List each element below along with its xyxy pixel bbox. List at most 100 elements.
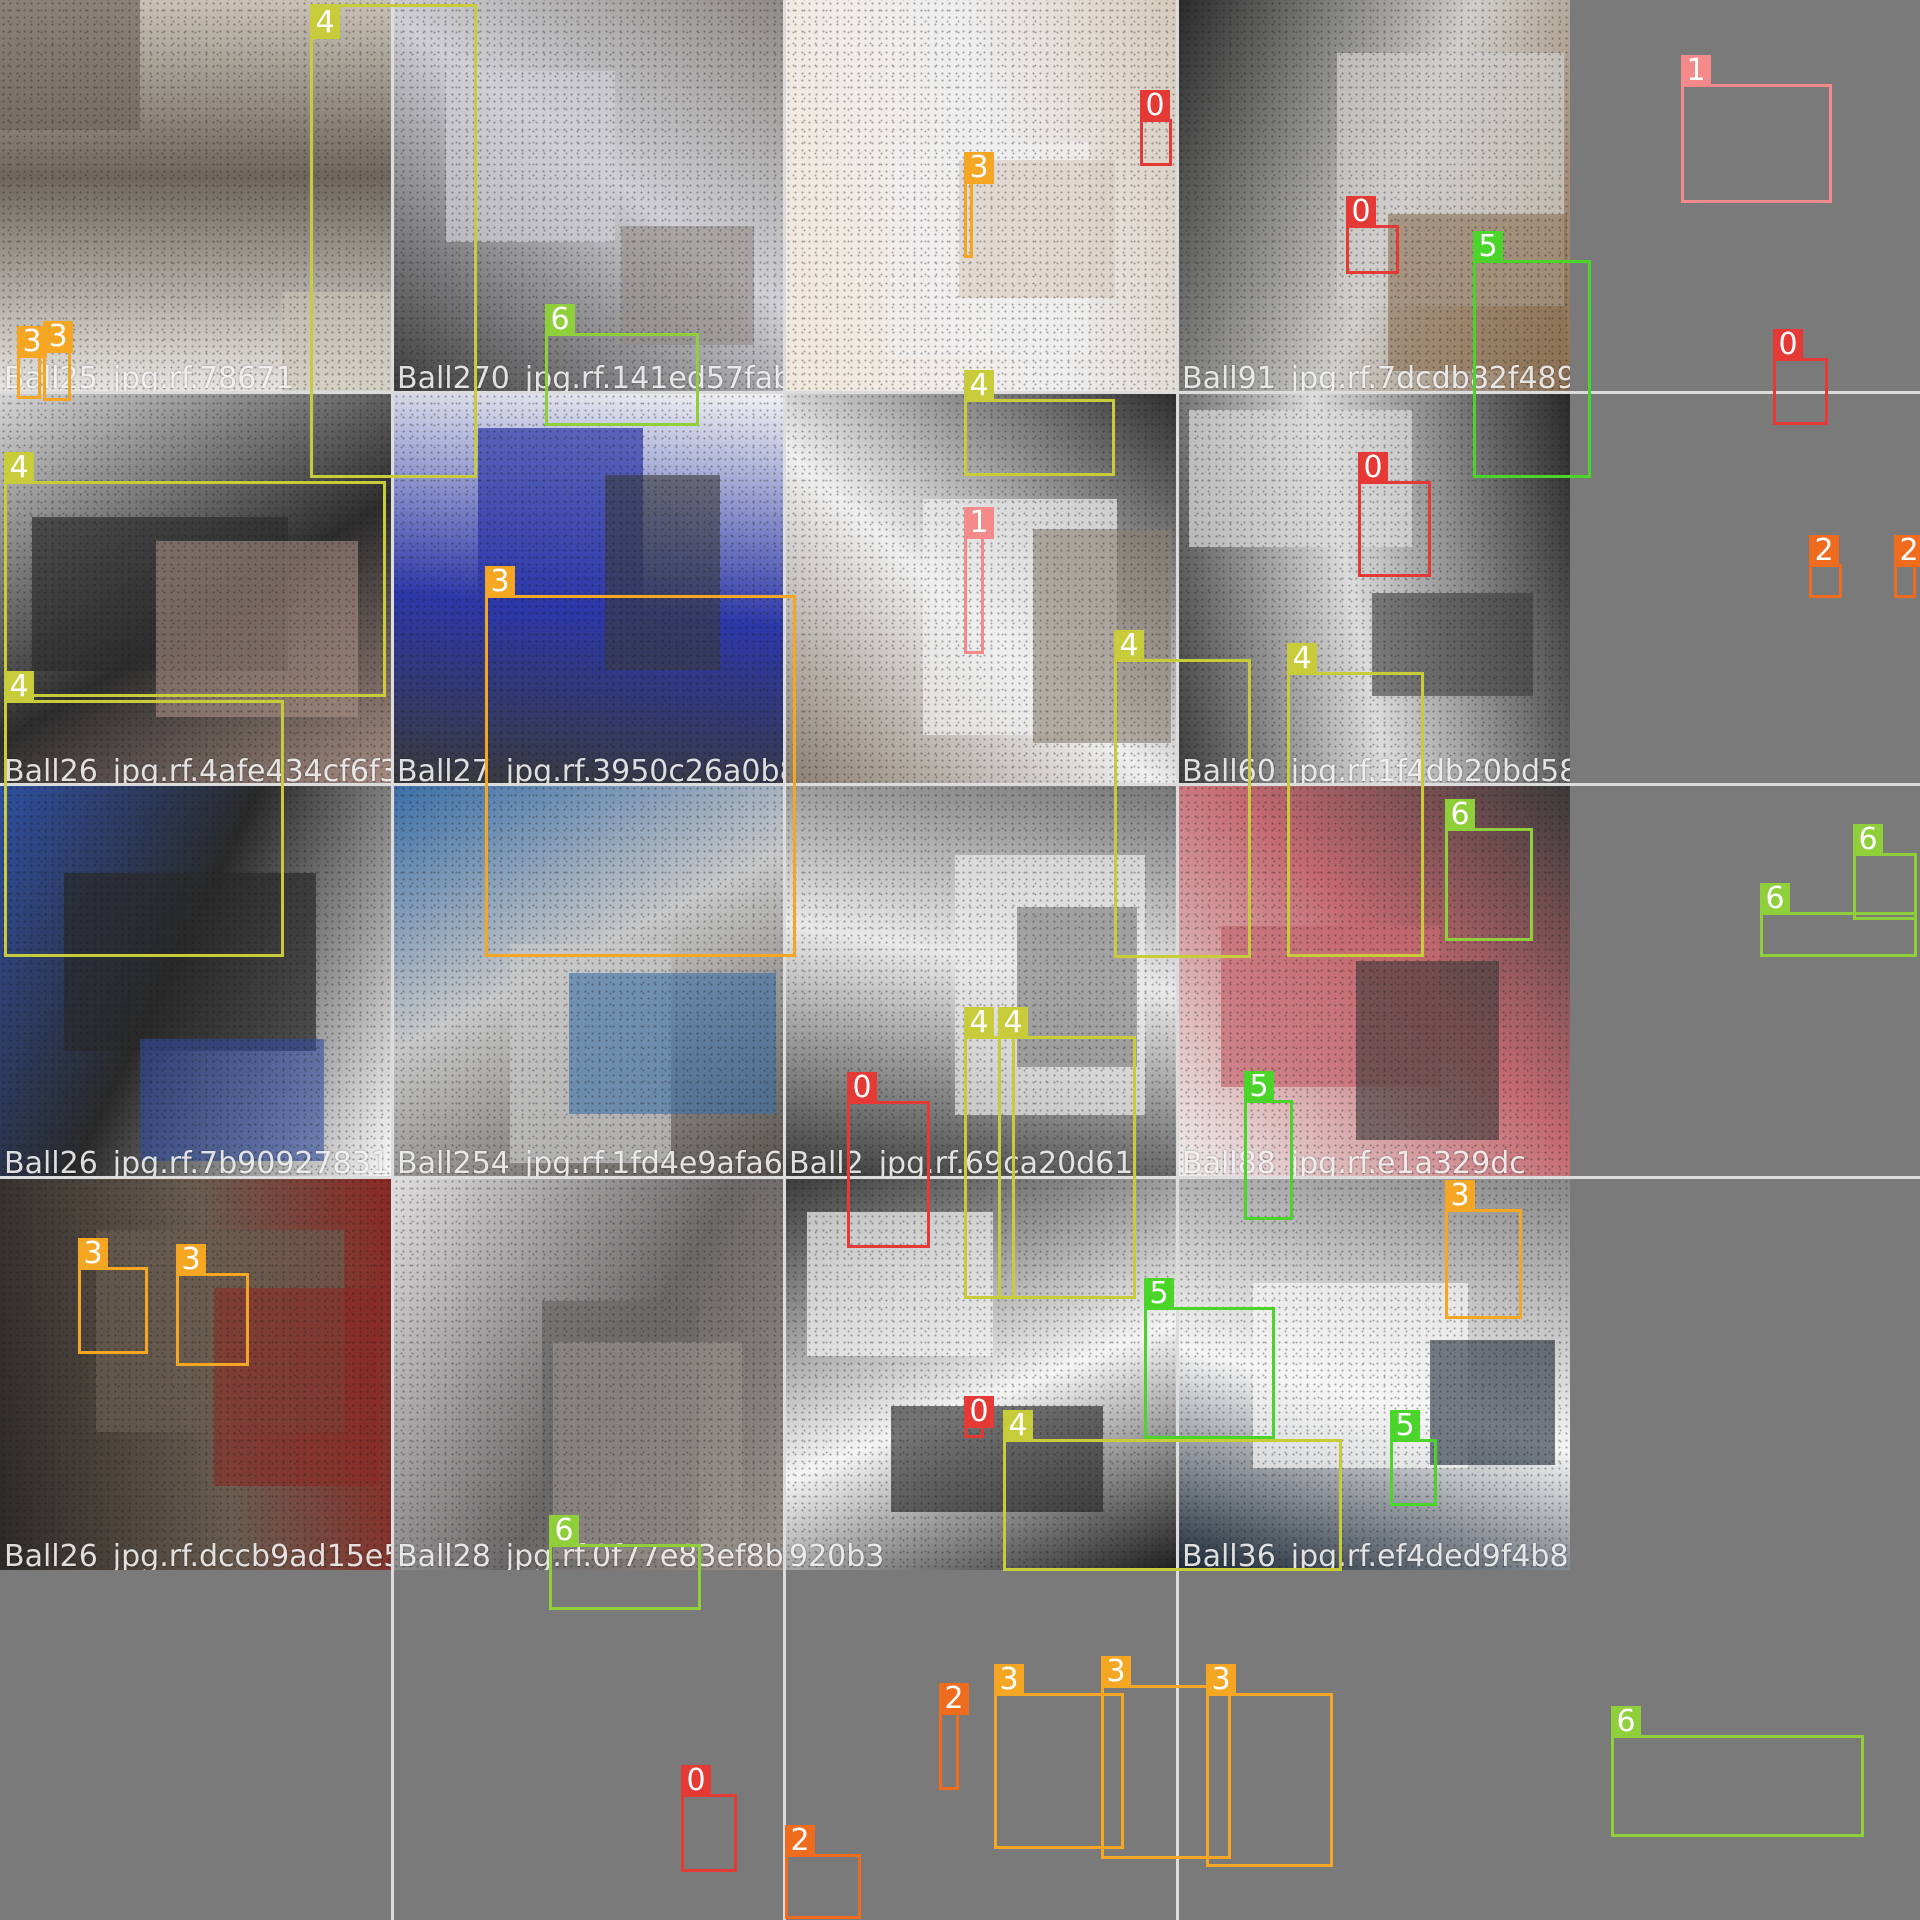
bounding-box-class-6: 6 <box>1445 799 1533 941</box>
class-id-label: 0 <box>1346 196 1376 228</box>
bounding-box-class-6: 6 <box>545 304 699 426</box>
sub-image-panel <box>891 1406 1103 1512</box>
bounding-box-class-1: 1 <box>964 507 994 654</box>
class-id-label: 6 <box>545 304 575 336</box>
class-id-label: 4 <box>4 452 34 484</box>
class-id-label: 3 <box>1445 1180 1475 1212</box>
bounding-box-class-3: 3 <box>1101 1656 1231 1859</box>
mosaic-tile: Ball2_jpg.rf.69ca20d61 <box>785 785 1177 1177</box>
noise-overlay <box>393 393 785 785</box>
class-id-label: 3 <box>176 1244 206 1276</box>
class-id-label: 0 <box>1773 329 1803 361</box>
noise-overlay <box>0 785 392 1177</box>
bounding-box-class-0: 0 <box>1358 452 1431 577</box>
bounding-box-class-4: 4 <box>964 1007 1015 1299</box>
sub-image-panel <box>282 292 392 392</box>
bounding-box-class-6: 6 <box>1611 1706 1864 1837</box>
bounding-box-class-3: 3 <box>1445 1180 1522 1319</box>
class-id-label: 0 <box>1140 90 1170 122</box>
sub-image-panel <box>156 541 358 717</box>
class-id-label: 6 <box>1611 1706 1641 1738</box>
class-id-label: 3 <box>1101 1656 1131 1688</box>
bounding-box-class-3: 3 <box>43 321 73 401</box>
sub-image-panel <box>0 0 140 130</box>
sub-image-panel <box>553 1342 742 1559</box>
sub-image-panel <box>569 973 776 1114</box>
class-id-label: 6 <box>1760 883 1790 915</box>
grid-separator <box>0 391 1920 394</box>
mosaic-tile: Ball27_jpg.rf.3950c26a0b872 <box>393 393 785 785</box>
bounding-box-class-2: 2 <box>1809 535 1842 598</box>
bounding-box-class-4: 4 <box>310 4 477 478</box>
class-id-label: 3 <box>1206 1664 1236 1696</box>
class-id-label: 4 <box>4 671 34 703</box>
class-id-label: 6 <box>1445 799 1475 831</box>
class-id-label: 5 <box>1473 231 1503 263</box>
image-filename-caption: Ball91_jpg.rf.7dcdb82f489f84 <box>1182 361 1570 392</box>
sub-image-panel <box>1430 1340 1555 1465</box>
bounding-box-class-4: 4 <box>4 452 386 697</box>
class-id-label: 4 <box>1114 630 1144 662</box>
mosaic-tile <box>785 0 1177 392</box>
mosaic-tile: Ball26_jpg.rf.4afe434cf6f375 <box>0 393 392 785</box>
bounding-box-class-2: 2 <box>1894 535 1920 598</box>
sub-image-panel <box>807 1212 993 1356</box>
bounding-box-class-0: 0 <box>1773 329 1828 425</box>
class-id-label: 1 <box>964 507 994 539</box>
class-id-label: 3 <box>994 1664 1024 1696</box>
class-id-label: 5 <box>1390 1410 1420 1442</box>
bounding-box-class-3: 3 <box>485 566 796 957</box>
class-id-label: 3 <box>17 326 47 358</box>
image-filename-caption: Ball2_jpg.rf.69ca20d61 <box>789 1146 1134 1177</box>
grid-separator <box>1176 0 1179 1920</box>
noise-overlay <box>1178 785 1570 1177</box>
image-filename-caption: Ball254_jpg.rf.1fd4e9afa64844f <box>397 1146 785 1177</box>
class-id-label: 2 <box>1809 535 1839 567</box>
bounding-box-class-4: 4 <box>964 370 1115 476</box>
bounding-box-class-3: 3 <box>1206 1664 1333 1867</box>
bounding-box-class-5: 5 <box>1390 1410 1437 1506</box>
bounding-box-class-3: 3 <box>994 1664 1124 1849</box>
sub-image-panel <box>140 1039 324 1161</box>
class-id-label: 1 <box>1681 55 1711 87</box>
image-filename-caption: Ball36_jpg.rf.ef4ded9f4b83 <box>1182 1539 1570 1570</box>
bounding-box-class-6: 6 <box>1760 883 1917 957</box>
noise-overlay <box>1178 1178 1570 1570</box>
bounding-box-class-5: 5 <box>1144 1278 1275 1439</box>
bounding-box-class-3: 3 <box>964 152 994 258</box>
bounding-box-class-0: 0 <box>964 1396 994 1438</box>
class-id-label: 2 <box>1894 535 1920 567</box>
grid-separator <box>0 783 1920 786</box>
class-id-label: 0 <box>964 1396 994 1428</box>
bounding-box-class-2: 2 <box>939 1683 969 1790</box>
class-id-label: 0 <box>847 1072 877 1104</box>
grid-separator <box>0 1176 1920 1179</box>
image-filename-caption: Ball26_jpg.rf.4afe434cf6f375 <box>4 754 392 785</box>
sub-image-panel <box>621 226 754 345</box>
image-filename-caption: Ball27_jpg.rf.3950c26a0b872 <box>397 754 785 785</box>
mosaic-tile: 920b3 <box>785 1178 1177 1570</box>
bounding-box-class-0: 0 <box>681 1765 737 1872</box>
bounding-box-class-0: 0 <box>1346 196 1399 274</box>
class-id-label: 4 <box>310 7 340 39</box>
bounding-box-class-1: 1 <box>1681 55 1832 203</box>
mosaic-tile: Ball270_jpg.rf.141ed57fab4db8 <box>393 0 785 392</box>
mosaic-tile: Ball28_jpg.rf.0f77e83ef8b <box>393 1178 785 1570</box>
noise-overlay <box>393 785 785 1177</box>
mosaic-tile: Ball254_jpg.rf.1fd4e9afa64844f <box>393 785 785 1177</box>
noise-overlay <box>0 393 392 785</box>
class-id-label: 5 <box>1244 1071 1274 1103</box>
sub-image-panel <box>605 475 720 670</box>
class-id-label: 3 <box>485 566 515 598</box>
bounding-box-class-4: 4 <box>1003 1410 1342 1571</box>
sub-image-panel <box>1017 907 1137 1067</box>
image-filename-caption: Ball25_jpg.rf.78671 <box>4 361 295 392</box>
noise-overlay <box>785 0 1177 392</box>
bounding-box-class-2: 2 <box>785 1825 861 1919</box>
noise-overlay <box>393 1178 785 1570</box>
class-id-label: 3 <box>964 152 994 184</box>
sub-image-panel <box>1356 961 1499 1140</box>
class-id-label: 4 <box>998 1007 1028 1039</box>
bounding-box-class-4: 4 <box>998 1007 1136 1299</box>
